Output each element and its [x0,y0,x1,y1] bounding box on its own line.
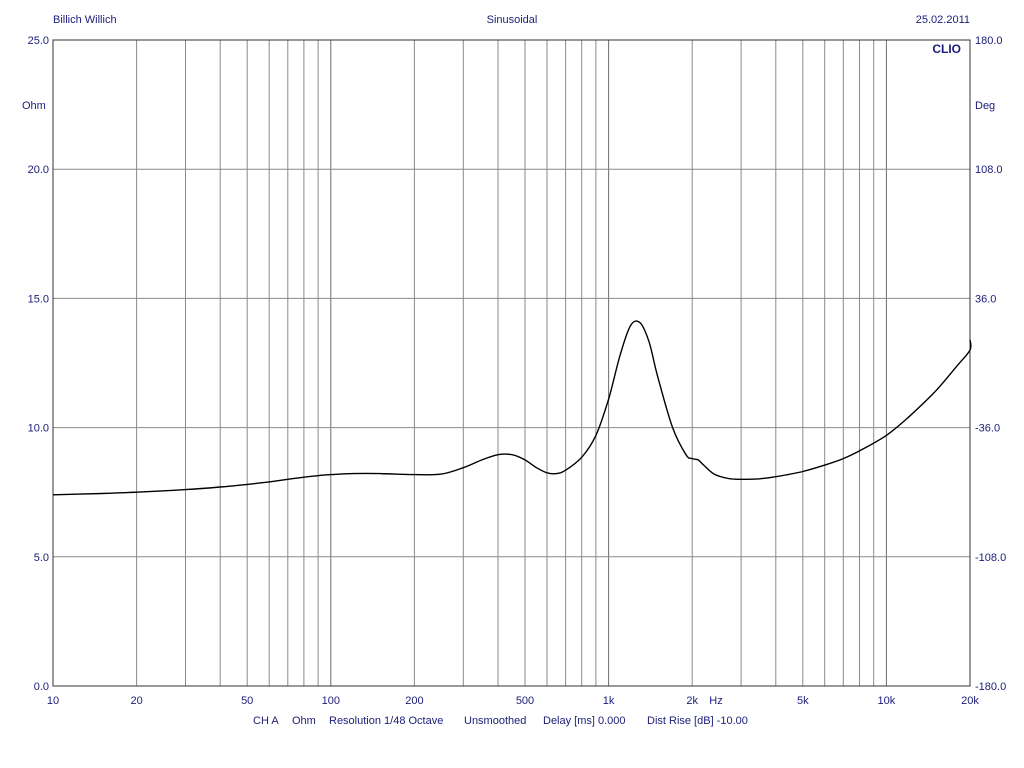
footer-resolution: Resolution 1/48 Octave [329,715,443,727]
y-tick-label: 20.0 [28,164,49,176]
y2-axis-label: Deg [975,100,995,112]
x-tick-label: 100 [322,695,340,707]
impedance-curve [52,320,972,496]
footer-smoothing: Unsmoothed [464,715,526,727]
x-tick-label: 20k [961,695,979,707]
y2-tick-label: -36.0 [975,423,1000,435]
y-axis-ticks: 0.0 5.0 10.0 15.0 20.0 25.0 [28,35,49,693]
plot-frame [52,39,971,687]
header-date: 25.02.2011 [916,14,970,26]
clio-logo: CLIO [932,42,961,56]
x-tick-label: 200 [405,695,423,707]
header-left-label: Billich Willich [53,14,117,26]
x-gridlines [136,40,887,686]
chart-title: Sinusoidal [487,14,538,26]
footer-dist-rise: Dist Rise [dB] -10.00 [647,715,748,727]
footer-delay: Delay [ms] 0.000 [543,715,626,727]
y2-tick-label: -108.0 [975,552,1006,564]
y-axis-label: Ohm [22,100,46,112]
x-tick-label: 20 [130,695,142,707]
y2-axis-ticks: -180.0 -108.0 -36.0 36.0 108.0 180.0 [975,35,1006,693]
y-tick-label: 25.0 [28,35,49,47]
x-tick-label: 10 [47,695,59,707]
x-tick-label: 5k [797,695,809,707]
y-tick-label: 10.0 [28,423,49,435]
y-tick-label: 5.0 [34,552,49,564]
footer-unit: Ohm [292,715,316,727]
y-tick-label: 0.0 [34,681,49,693]
x-tick-label: 2k [686,695,698,707]
footer-channel: CH A [253,715,279,727]
y-tick-label: 15.0 [28,293,49,305]
x-tick-label: 1k [603,695,615,707]
x-axis-unit-label: Hz [709,695,722,707]
y2-tick-label: -180.0 [975,681,1006,693]
x-axis-ticks: 10 20 50 100 200 500 1k 2k 5k 10k 20k [47,695,979,707]
y2-tick-label: 108.0 [975,164,1003,176]
footer-info: CH A Ohm Resolution 1/48 Octave Unsmooth… [253,715,748,727]
y2-tick-label: 36.0 [975,293,996,305]
y2-tick-label: 180.0 [975,35,1003,47]
x-tick-label: 10k [878,695,896,707]
y-gridlines [53,168,970,558]
x-tick-label: 500 [516,695,534,707]
x-tick-label: 50 [241,695,253,707]
